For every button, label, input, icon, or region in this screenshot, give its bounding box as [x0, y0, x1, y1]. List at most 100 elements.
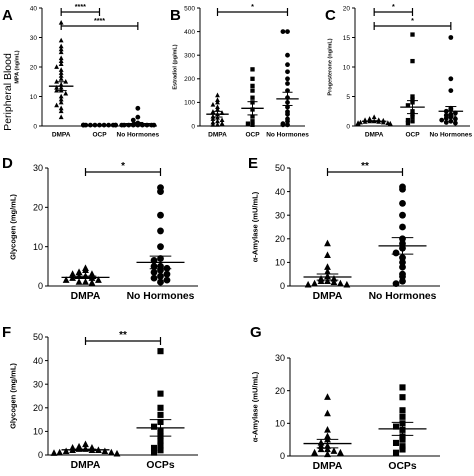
- data-point: [151, 122, 157, 128]
- data-point: [113, 122, 118, 128]
- data-point: [324, 277, 331, 284]
- x-tick-label: OCP: [92, 132, 107, 139]
- data-point: [285, 81, 290, 86]
- data-point: [285, 52, 290, 58]
- data-point: [75, 278, 83, 285]
- data-point: [130, 117, 136, 123]
- data-point: [448, 118, 454, 124]
- data-point: [58, 43, 64, 49]
- data-point: [58, 93, 64, 99]
- y-tick-label: 20: [343, 5, 351, 12]
- data-point: [304, 280, 312, 288]
- data-point: [150, 274, 158, 282]
- y-tick-label: 10: [33, 242, 43, 252]
- y-axis-label: MPA (ng/mL): [15, 50, 21, 83]
- data-point: [163, 276, 171, 284]
- data-point: [399, 436, 406, 443]
- data-point: [215, 97, 220, 102]
- panel-letter: A: [2, 7, 13, 24]
- x-tick-label: No Hormones: [369, 291, 437, 302]
- data-point: [392, 249, 400, 257]
- data-point: [399, 443, 406, 450]
- data-point: [324, 267, 331, 275]
- data-point: [58, 70, 64, 75]
- data-point: [157, 211, 164, 219]
- x-tick-label: OCPs: [388, 461, 416, 472]
- data-point: [157, 447, 164, 454]
- y-tick-label: 200: [184, 76, 195, 83]
- y-tick-label: 10: [30, 94, 38, 101]
- data-point: [210, 102, 216, 107]
- data-point: [399, 407, 406, 414]
- data-point: [285, 69, 290, 75]
- y-tick-label: 50: [275, 163, 285, 173]
- data-point: [54, 84, 60, 90]
- y-tick-label: 40: [33, 356, 43, 366]
- panel-E: E 0 10 20 30 40 50 α-Amylase (mU/mL) DMPA No Horm…: [248, 155, 440, 302]
- data-point: [285, 118, 290, 124]
- data-point: [75, 268, 83, 275]
- panel-A: A 0 10 20 30 40 MPA (ng/mL) DMPA OCP No Hormones *…: [2, 3, 160, 139]
- data-point: [54, 102, 60, 108]
- significance-label: *: [121, 161, 125, 172]
- data-point: [250, 76, 255, 81]
- data-point: [250, 114, 255, 119]
- data-point: [330, 447, 338, 454]
- y-tick-label: 40: [275, 187, 285, 197]
- data-point: [324, 393, 331, 400]
- side-label: Peripheral Blood: [2, 53, 14, 131]
- y-tick-label: 30: [33, 163, 43, 173]
- data-point: [324, 425, 331, 433]
- data-point: [58, 61, 64, 66]
- data-point: [250, 67, 255, 72]
- data-point: [280, 29, 286, 34]
- x-tick-label: No Hormones: [266, 132, 309, 139]
- data-point: [311, 279, 318, 287]
- data-point: [410, 114, 415, 120]
- panel-D: D 0 10 20 30 Glycogen (mg/mL) DMPA No Hormones *: [2, 155, 198, 302]
- data-point: [215, 106, 220, 112]
- data-point: [410, 94, 415, 99]
- y-tick-label: 30: [30, 35, 38, 42]
- y-tick-label: 20: [275, 386, 285, 396]
- data-point: [95, 276, 102, 283]
- data-point: [317, 445, 325, 453]
- y-tick-label: 0: [38, 450, 43, 460]
- data-point: [405, 117, 411, 123]
- x-tick-label: DMPA: [208, 132, 227, 139]
- data-point: [58, 46, 64, 52]
- panel-letter: B: [170, 7, 181, 24]
- x-tick-label: OCP: [245, 132, 260, 139]
- data-point: [157, 278, 164, 286]
- data-point: [399, 446, 406, 453]
- data-point: [443, 120, 449, 125]
- data-point: [157, 404, 164, 411]
- y-tick-label: 30: [33, 379, 43, 389]
- data-point: [399, 277, 406, 285]
- y-axis-label: Estradiol (pg/mL): [173, 44, 179, 89]
- data-point: [452, 120, 458, 126]
- data-point: [330, 278, 338, 286]
- data-point: [324, 409, 331, 417]
- y-tick-label: 300: [184, 52, 195, 59]
- data-point: [215, 104, 220, 110]
- data-point: [150, 444, 158, 451]
- data-point: [324, 251, 331, 259]
- y-tick-label: 30: [275, 210, 285, 220]
- data-point: [157, 411, 164, 418]
- y-axis-label: Glycogen (mg/mL): [9, 363, 18, 429]
- y-tick-label: 0: [191, 123, 195, 130]
- data-point: [215, 118, 220, 124]
- data-point: [157, 442, 164, 449]
- data-point: [392, 280, 400, 288]
- data-point: [324, 450, 331, 458]
- y-tick-label: 30: [275, 353, 285, 363]
- data-point: [58, 73, 64, 78]
- x-tick-label: No Hormones: [117, 132, 160, 139]
- panel-letter: G: [250, 324, 262, 341]
- data-point: [58, 55, 64, 61]
- data-point: [150, 268, 158, 276]
- data-point: [135, 114, 141, 120]
- data-point: [452, 116, 458, 122]
- data-point: [392, 449, 400, 456]
